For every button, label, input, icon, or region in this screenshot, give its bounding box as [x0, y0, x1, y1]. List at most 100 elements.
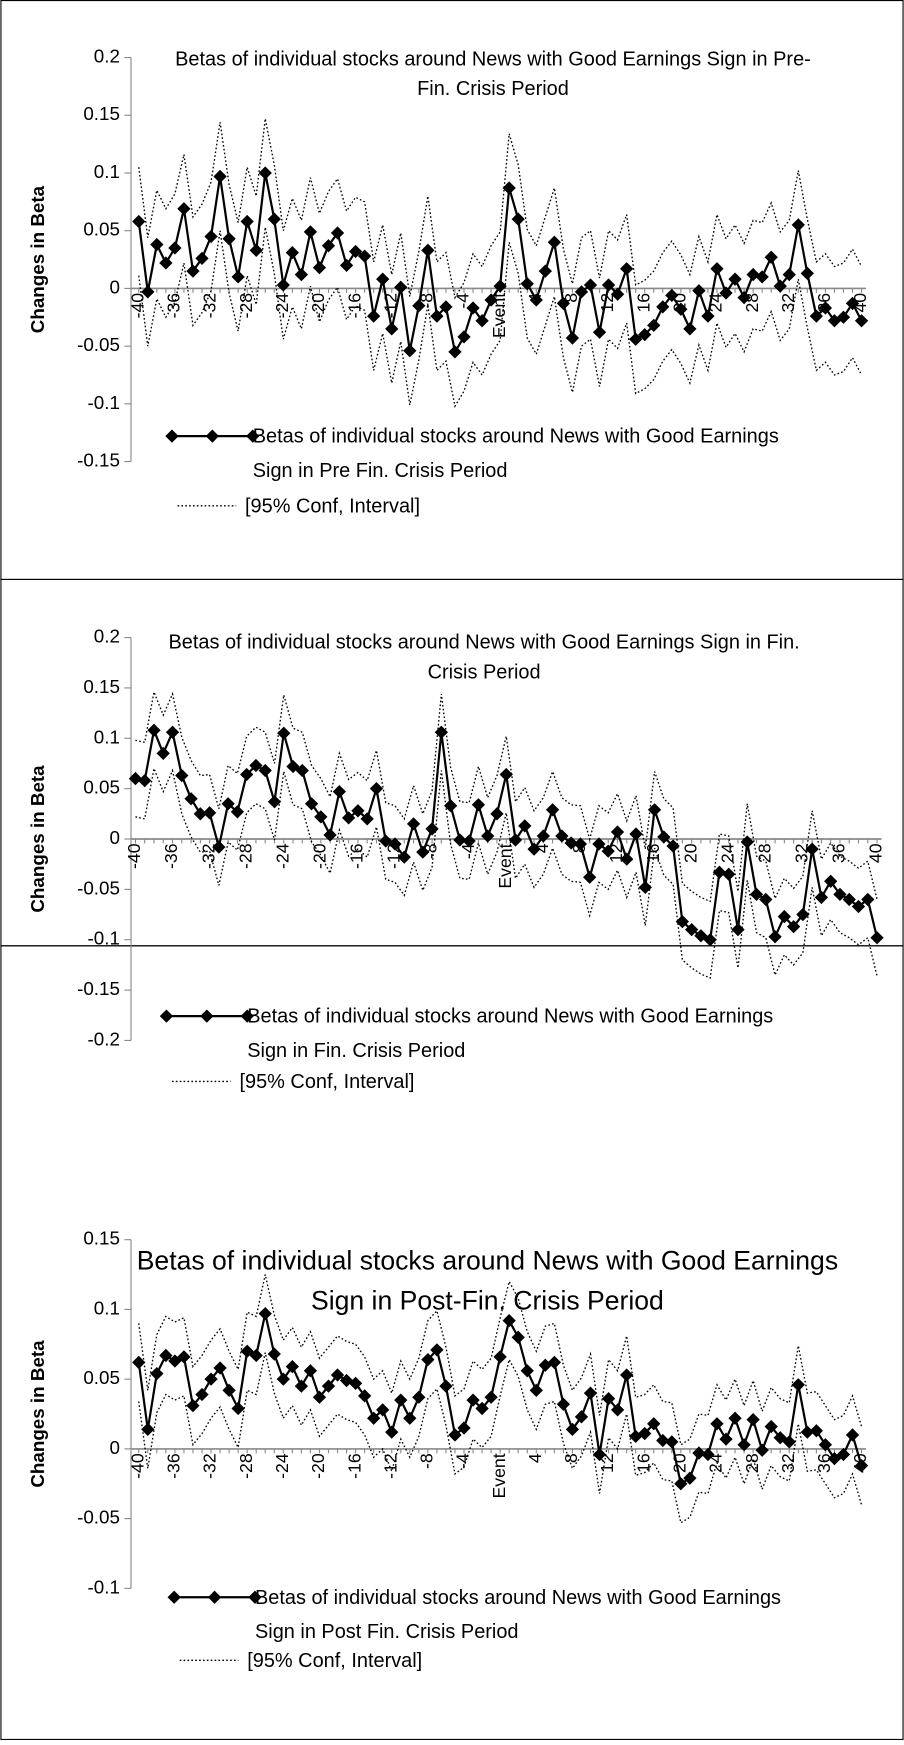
data-point: [511, 212, 525, 226]
data-point: [619, 1368, 634, 1382]
data-point: [538, 264, 552, 278]
x-tick-label: -20: [308, 1453, 328, 1479]
data-point: [502, 1313, 516, 1328]
data-point: [351, 804, 365, 818]
data-point: [647, 803, 662, 817]
data-point: [556, 296, 571, 311]
data-point: [657, 830, 671, 844]
data-point: [722, 867, 736, 881]
data-point: [138, 773, 152, 788]
data-point: [592, 837, 606, 851]
data-point: [583, 870, 597, 884]
data-point: [701, 309, 715, 323]
data-point: [601, 278, 616, 292]
data-point: [511, 1330, 525, 1344]
data-point: [791, 1378, 805, 1392]
data-point: [304, 797, 319, 811]
data-point: [629, 332, 643, 346]
legend-label-box: [95% Conf, Interval]: [247, 1649, 422, 1671]
x-tick-label: 28: [742, 1453, 762, 1473]
data-point: [529, 1383, 543, 1397]
data-point: [520, 1364, 534, 1378]
y-tick-label: 0: [109, 827, 119, 848]
data-point: [159, 256, 173, 270]
data-point: [731, 923, 745, 937]
data-point: [457, 330, 471, 344]
y-tick-label: -0.1: [88, 392, 120, 413]
data-point: [202, 806, 217, 820]
y-tick-label: 0: [109, 1437, 119, 1458]
legend-marker: [207, 1590, 222, 1604]
data-point: [764, 250, 778, 264]
data-point: [796, 907, 810, 922]
panel-border: [0, 945, 904, 1740]
data-point: [710, 262, 724, 276]
data-point: [258, 166, 272, 180]
x-tick-label: 24: [717, 843, 737, 863]
data-point: [870, 931, 884, 945]
data-point: [294, 267, 309, 282]
data-point: [222, 1383, 236, 1397]
data-point: [348, 1376, 363, 1390]
data-point: [212, 840, 226, 854]
data-point: [303, 225, 318, 239]
data-point: [545, 803, 560, 817]
data-point: [369, 782, 384, 796]
x-tick-label: -20: [308, 293, 328, 319]
data-point: [764, 1419, 778, 1434]
ci-line: [138, 227, 863, 408]
y-tick-label: -0.2: [88, 1028, 120, 1049]
data-point: [376, 272, 390, 286]
data-point: [674, 1477, 688, 1491]
x-tick-label: -4: [453, 293, 473, 309]
x-tick-label: -28: [236, 1453, 256, 1479]
data-point: [342, 811, 356, 825]
data-point: [647, 1417, 661, 1431]
data-point: [746, 267, 760, 282]
ci-line: [138, 1352, 863, 1524]
data-point: [703, 933, 717, 947]
data-point: [177, 202, 191, 216]
x-tick-label: -36: [164, 1453, 184, 1479]
ci-line: [138, 118, 863, 300]
data-point: [150, 1366, 164, 1381]
data-point: [330, 1368, 345, 1382]
x-tick-label: 16: [633, 1453, 653, 1473]
data-point: [471, 798, 486, 812]
data-point: [610, 287, 625, 301]
legend-label: Betas of individual stocks around News w…: [254, 1586, 782, 1643]
data-point: [430, 309, 444, 323]
legend-label-box: Betas of individual stocks around News w…: [253, 425, 779, 481]
x-tick-label: 16: [643, 843, 663, 863]
data-point: [656, 1433, 670, 1448]
data-point: [694, 929, 708, 943]
data-point: [529, 293, 543, 307]
data-point: [854, 314, 869, 328]
data-point: [684, 923, 699, 937]
data-point: [619, 262, 634, 276]
data-point: [339, 258, 354, 272]
x-tick-label: -24: [272, 1453, 292, 1479]
data-point: [638, 880, 652, 894]
chart-title: Betas of individual stocks around News w…: [175, 47, 811, 100]
data-point: [321, 239, 336, 253]
data-point: [360, 812, 374, 826]
data-point: [348, 244, 363, 259]
x-tick-label: -28: [235, 843, 255, 869]
data-point: [719, 1432, 733, 1446]
y-tick-label: 0.15: [83, 103, 120, 124]
data-point: [527, 842, 541, 856]
data-point: [156, 746, 170, 761]
data-point: [412, 1390, 426, 1404]
y-tick-label: 0.05: [83, 219, 120, 240]
x-tick-label: -36: [161, 843, 181, 869]
x-tick-label: -4: [458, 843, 478, 859]
data-point: [759, 892, 773, 907]
legend-label-box: Betas of individual stocks around News w…: [247, 1005, 773, 1061]
data-point: [406, 817, 421, 831]
x-tick-label: -12: [380, 1453, 400, 1479]
data-point: [165, 725, 180, 739]
data-point: [499, 767, 513, 782]
data-point: [303, 1364, 318, 1378]
x-tick-label: 40: [866, 843, 886, 863]
